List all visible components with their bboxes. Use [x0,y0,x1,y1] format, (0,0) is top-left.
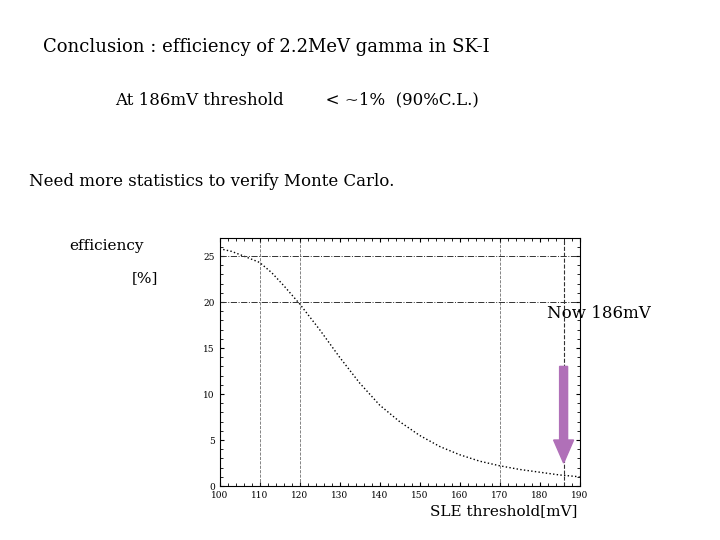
Text: Now 186mV: Now 186mV [547,305,651,322]
Text: At 186mV threshold        < ~1%  (90%C.L.): At 186mV threshold < ~1% (90%C.L.) [115,92,479,109]
Text: [%]: [%] [132,271,158,285]
Text: efficiency: efficiency [70,239,144,253]
Text: Need more statistics to verify Monte Carlo.: Need more statistics to verify Monte Car… [29,173,394,190]
Text: Conclusion : efficiency of 2.2MeV gamma in SK-I: Conclusion : efficiency of 2.2MeV gamma … [43,38,490,56]
Text: SLE threshold[mV]: SLE threshold[mV] [431,504,577,518]
FancyArrow shape [554,367,574,463]
